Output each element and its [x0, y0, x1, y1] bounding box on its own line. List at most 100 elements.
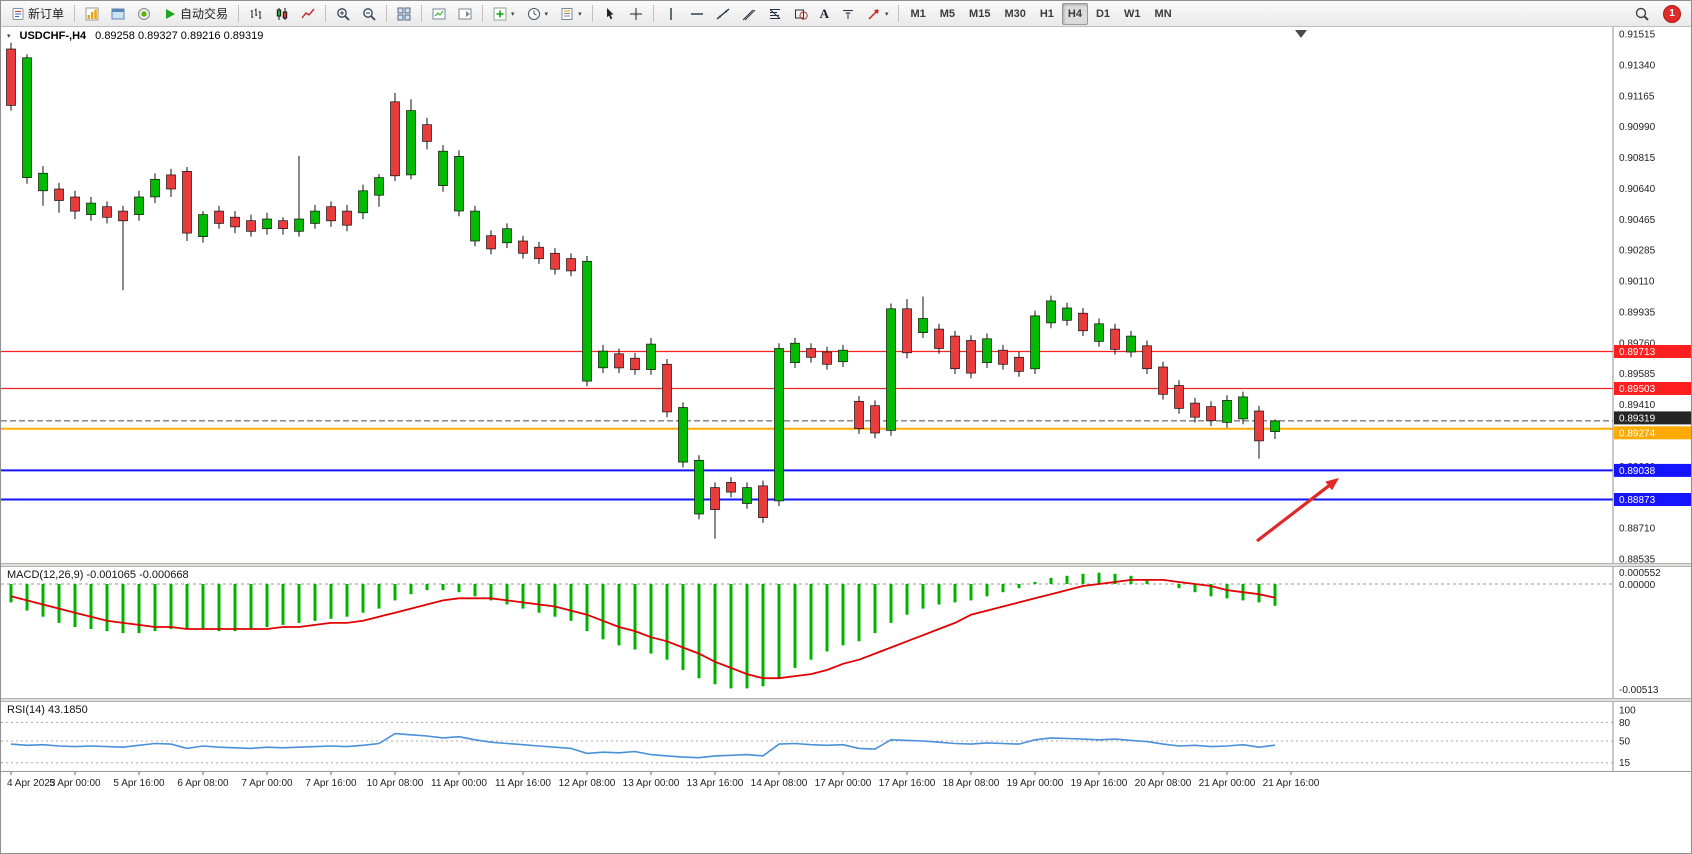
bottom-spacer	[1, 794, 1691, 853]
zoom-out-icon	[363, 7, 376, 21]
text-label-icon	[842, 9, 853, 19]
expert-advisors-button[interactable]	[132, 2, 156, 26]
notification-badge[interactable]: 1	[1663, 4, 1681, 23]
timeframe-w1-button[interactable]: W1	[1124, 7, 1141, 20]
macd-panel: MACD(12,26,9) -0.001065 -0.000668 0.0005…	[1, 567, 1691, 698]
new-chart-icon	[85, 7, 99, 20]
chart-title: ▾ USDCHF-,H4 0.89258 0.89327 0.89216 0.8…	[6, 30, 263, 42]
svg-text:80: 80	[1619, 718, 1631, 729]
line-chart-type-button[interactable]	[296, 2, 320, 26]
svg-text:20 Apr 08:00: 20 Apr 08:00	[1135, 778, 1192, 789]
svg-text:0.89319: 0.89319	[1619, 413, 1656, 424]
profiles-button[interactable]	[106, 2, 130, 26]
svg-text:15: 15	[1619, 758, 1631, 769]
time-axis[interactable]: 4 Apr 2023 5 Apr 00:00 5 Apr 16:00 6 Apr 08…	[1, 771, 1691, 794]
trendline-icon	[716, 7, 730, 20]
text-tool-button[interactable]: A	[815, 2, 834, 26]
svg-text:0.89038: 0.89038	[1619, 466, 1656, 477]
autoscroll-button[interactable]	[427, 2, 451, 26]
toolbar-separator	[482, 5, 484, 22]
search-icon	[1635, 7, 1649, 21]
vertical-line-tool-button[interactable]	[659, 2, 683, 26]
svg-text:0.90815: 0.90815	[1619, 153, 1656, 164]
horizontal-line-tool-button[interactable]	[685, 2, 709, 26]
svg-text:-0.00513: -0.00513	[1619, 685, 1659, 696]
shapes-icon	[794, 9, 808, 20]
indicators-plus-icon	[493, 7, 507, 20]
toolbar-separator	[238, 5, 240, 22]
panel-splitter[interactable]	[1, 563, 1691, 567]
panel-splitter[interactable]	[1, 698, 1691, 702]
timeframe-m30-button[interactable]: M30	[1004, 7, 1026, 20]
candlestick-chart-icon	[276, 7, 288, 20]
template-icon	[561, 7, 573, 20]
svg-text:0.91165: 0.91165	[1619, 91, 1655, 102]
svg-text:18 Apr 08:00: 18 Apr 08:00	[943, 778, 1000, 789]
indicators-button[interactable]: ▾	[488, 2, 520, 26]
svg-text:11 Apr 16:00: 11 Apr 16:00	[495, 778, 551, 789]
svg-text:0.90990: 0.90990	[1619, 122, 1656, 133]
fibonacci-icon	[769, 8, 780, 19]
timeframe-h4-button[interactable]: H4	[1061, 2, 1088, 25]
templates-button[interactable]: ▾	[555, 2, 587, 26]
svg-text:5 Apr 16:00: 5 Apr 16:00	[113, 778, 165, 789]
svg-text:13 Apr 00:00: 13 Apr 00:00	[623, 778, 680, 789]
timeframe-m15-button[interactable]: M15	[969, 7, 991, 20]
fibonacci-tool-button[interactable]	[763, 2, 787, 26]
line-chart-icon	[301, 8, 315, 18]
rsi-panel: RSI(14) 43.1850 100 80 50 15	[1, 702, 1691, 771]
bar-chart-icon	[250, 8, 262, 19]
bar-chart-type-button[interactable]	[244, 2, 268, 26]
svg-text:19 Apr 00:00: 19 Apr 00:00	[1007, 778, 1064, 789]
chart-menu-icon[interactable]: ▾	[7, 33, 11, 40]
text-label-tool-button[interactable]	[836, 2, 860, 26]
profiles-icon	[111, 8, 125, 19]
new-order-icon	[12, 7, 24, 20]
arrows-tool-button[interactable]: ▾	[862, 2, 894, 26]
svg-text:0.90465: 0.90465	[1619, 215, 1656, 226]
tile-windows-icon	[397, 7, 411, 20]
periods-button[interactable]: ▾	[522, 2, 554, 26]
symbol-timeframe-label: USDCHF-,H4	[19, 30, 87, 42]
timeframe-d1-button[interactable]: D1	[1095, 7, 1111, 20]
text-tool-icon: A	[819, 5, 829, 21]
svg-text:0.90110: 0.90110	[1619, 277, 1655, 288]
toolbar-separator	[325, 5, 327, 22]
timeframe-m5-button[interactable]: M5	[939, 7, 956, 20]
chart-shift-button[interactable]	[453, 2, 477, 26]
timeframe-m1-button[interactable]: M1	[910, 7, 926, 20]
channel-tool-button[interactable]	[737, 2, 761, 26]
autotrading-play-icon	[166, 8, 176, 19]
svg-text:0.89713: 0.89713	[1619, 347, 1656, 358]
trendline-tool-button[interactable]	[711, 2, 735, 26]
autotrading-button[interactable]: 自动交易	[158, 2, 233, 26]
svg-text:12 Apr 08:00: 12 Apr 08:00	[559, 778, 616, 789]
zoom-out-button[interactable]	[357, 2, 381, 26]
timeframe-h1-button[interactable]: H1	[1039, 7, 1054, 20]
svg-text:21 Apr 00:00: 21 Apr 00:00	[1199, 778, 1256, 789]
svg-text:14 Apr 08:00: 14 Apr 08:00	[751, 778, 808, 789]
crosshair-button[interactable]	[624, 2, 648, 26]
shapes-tool-button[interactable]	[789, 2, 813, 26]
price-chart-canvas[interactable]: 0.91515 0.91340 0.91165 0.90990 0.90815 0.906…	[1, 27, 1692, 563]
cursor-button[interactable]	[598, 2, 622, 26]
price-chart-panel: ▾ USDCHF-,H4 0.89258 0.89327 0.89216 0.8…	[1, 27, 1691, 563]
svg-text:0.91515: 0.91515	[1619, 30, 1656, 41]
main-toolbar: 新订单 自动交易	[1, 1, 1691, 27]
svg-text:0.91340: 0.91340	[1619, 60, 1656, 71]
candlestick-chart-type-button[interactable]	[270, 2, 294, 26]
svg-text:19 Apr 16:00: 19 Apr 16:00	[1071, 778, 1128, 789]
autotrading-label: 自动交易	[180, 7, 229, 21]
search-button[interactable]	[1630, 2, 1654, 26]
svg-text:50: 50	[1619, 737, 1631, 748]
ohlc-values-label: 0.89258 0.89327 0.89216 0.89319	[95, 30, 264, 42]
new-order-button[interactable]: 新订单	[6, 2, 69, 26]
svg-text:21 Apr 16:00: 21 Apr 16:00	[1263, 778, 1320, 789]
new-chart-button[interactable]	[80, 2, 104, 26]
tile-windows-button[interactable]	[392, 2, 416, 26]
channel-icon	[742, 9, 755, 20]
timeframe-mn-button[interactable]: MN	[1154, 7, 1172, 20]
zoom-in-button[interactable]	[331, 2, 355, 26]
